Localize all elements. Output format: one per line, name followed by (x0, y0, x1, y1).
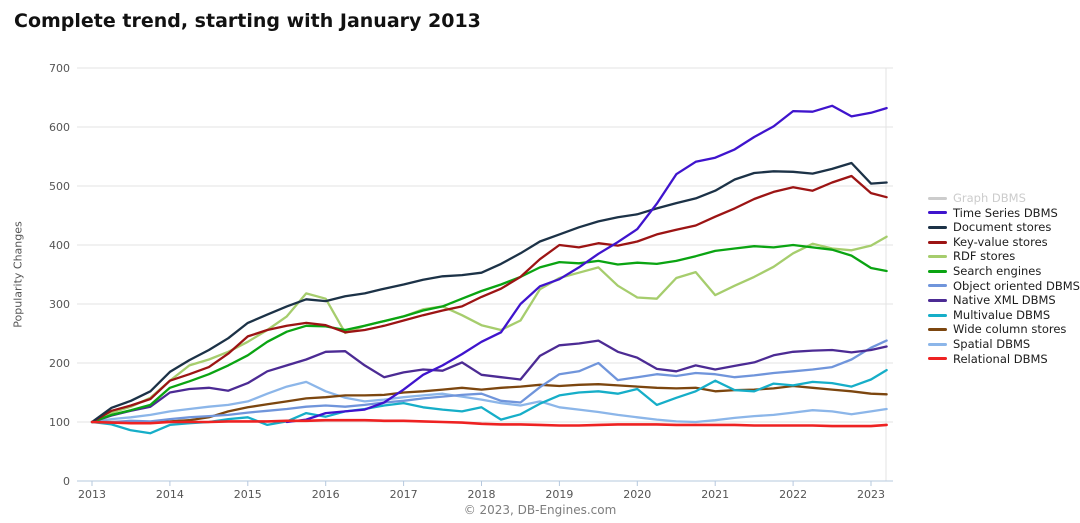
series-line-time-series-dbms (285, 104, 888, 424)
legend-swatch (928, 313, 947, 317)
series-line-search-engines (90, 243, 888, 424)
legend-swatch (928, 357, 947, 361)
legend-swatch (928, 225, 947, 229)
legend-item-object-oriented-dbms[interactable]: Object oriented DBMS (928, 279, 1080, 294)
y-tick-label: 100 (49, 416, 70, 429)
legend-item-wide-column-stores[interactable]: Wide column stores (928, 322, 1080, 337)
series-line-key-value-stores (90, 174, 888, 424)
legend-swatch (928, 342, 947, 346)
series-line-relational-dbms (90, 418, 888, 428)
x-tick-label: 2014 (156, 488, 184, 501)
x-tick-label: 2018 (468, 488, 496, 501)
legend-swatch (928, 328, 947, 332)
legend-label: RDF stores (953, 249, 1016, 264)
x-tick-label: 2019 (545, 488, 573, 501)
series-line-document-stores (90, 161, 888, 424)
x-tick-label: 2016 (312, 488, 340, 501)
legend-swatch (928, 255, 947, 259)
y-tick-label: 400 (49, 239, 70, 252)
legend-label: Search engines (953, 263, 1042, 278)
legend: Graph DBMS Time Series DBMS Document store… (928, 191, 1080, 366)
y-tick-label: 700 (49, 62, 70, 75)
legend-swatch (928, 298, 947, 302)
y-tick-label: 200 (49, 357, 70, 370)
legend-item-key-value-stores[interactable]: Key-value stores (928, 235, 1080, 250)
x-tick-label: 2021 (701, 488, 729, 501)
legend-item-spatial-dbms[interactable]: Spatial DBMS (928, 337, 1080, 352)
legend-item-graph-dbms[interactable]: Graph DBMS (928, 191, 1080, 206)
legend-swatch (928, 269, 947, 273)
legend-item-relational-dbms[interactable]: Relational DBMS (928, 352, 1080, 367)
legend-label: Multivalue DBMS (953, 307, 1051, 322)
legend-label: Key-value stores (953, 234, 1048, 249)
legend-item-time-series-dbms[interactable]: Time Series DBMS (928, 206, 1080, 221)
legend-swatch (928, 211, 947, 215)
legend-label: Spatial DBMS (953, 336, 1031, 351)
copyright-footer: © 2023, DB-Engines.com (463, 503, 617, 517)
x-tick-label: 2022 (779, 488, 807, 501)
legend-label: Graph DBMS (953, 191, 1026, 205)
series-line-multivalue-dbms (90, 368, 888, 435)
legend-label: Time Series DBMS (953, 205, 1058, 220)
x-tick-label: 2013 (78, 488, 106, 501)
y-tick-label: 600 (49, 121, 70, 134)
legend-label: Native XML DBMS (953, 293, 1056, 308)
legend-swatch (928, 196, 947, 200)
legend-item-native-xml-dbms[interactable]: Native XML DBMS (928, 293, 1080, 308)
legend-swatch (928, 284, 947, 288)
x-tick-label: 2015 (234, 488, 262, 501)
series-line-object-oriented-dbms (90, 339, 888, 424)
series-line-native-xml-dbms (90, 339, 888, 424)
series-line-spatial-dbms (90, 380, 888, 424)
legend-label: Wide column stores (953, 322, 1067, 337)
legend-item-rdf-stores[interactable]: RDF stores (928, 249, 1080, 264)
legend-swatch (928, 240, 947, 244)
chart-title: Complete trend, starting with January 20… (14, 10, 481, 32)
x-tick-label: 2023 (857, 488, 885, 501)
x-tick-label: 2020 (623, 488, 651, 501)
legend-item-search-engines[interactable]: Search engines (928, 264, 1080, 279)
legend-item-multivalue-dbms[interactable]: Multivalue DBMS (928, 308, 1080, 323)
legend-label: Object oriented DBMS (953, 278, 1080, 293)
y-tick-label: 300 (49, 298, 70, 311)
legend-label: Document stores (953, 220, 1052, 235)
legend-label: Relational DBMS (953, 351, 1048, 366)
y-tick-label: 500 (49, 180, 70, 193)
legend-item-document-stores[interactable]: Document stores (928, 220, 1080, 235)
x-tick-label: 2017 (390, 488, 418, 501)
y-tick-label: 0 (63, 475, 70, 488)
series-line-rdf-stores (90, 235, 888, 424)
